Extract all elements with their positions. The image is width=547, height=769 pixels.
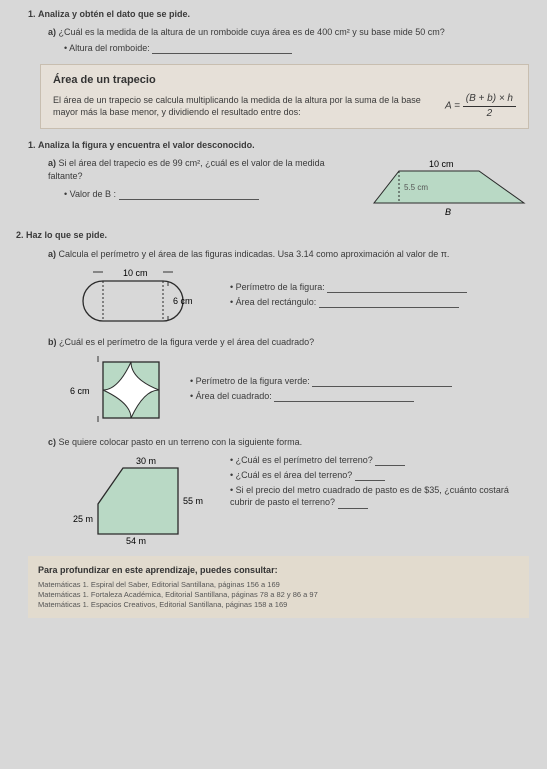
q3-a-row: 10 cm 6 cm Perímetro de la figura: Área … [68,266,529,326]
trap-top-label: 10 cm [429,159,454,169]
refs-title: Para profundizar en este aprendizaje, pu… [38,564,519,576]
trapezoid-shape [374,171,524,203]
q1-a-answer: Altura del romboide: [69,43,150,53]
q2-number: 1. [28,140,36,150]
q3-c-q2: ¿Cuál es el área del terreno? [236,470,353,480]
q3-b-blank2[interactable] [274,393,414,402]
q2-row: a) Si el área del trapecio es de 99 cm²,… [48,157,529,219]
q3-c: c) Se quiere colocar pasto en un terreno… [48,436,529,448]
info-box-trapecio: Área de un trapecio El área de un trapec… [40,64,529,129]
q1-a-blank[interactable] [152,45,292,54]
q3-c-q1: ¿Cuál es el perímetro del terreno? [236,455,373,465]
stadium-height-label: 6 cm [173,296,193,306]
pent-left-label: 25 m [73,514,93,524]
q3-b-label: b) [48,337,57,347]
stadium-shape [83,281,183,321]
q3-b-ans1: Perímetro de la figura verde: [196,376,310,386]
pent-right-label: 55 m [183,496,203,506]
info-formula: A = (B + b) × h 2 [445,92,516,120]
q3-a-ans1: Perímetro de la figura: [236,282,325,292]
formula-lhs: A = [445,101,460,112]
q2-a-label: a) [48,158,56,168]
trapezoid-figure: 10 cm 5.5 cm B [369,157,529,219]
question-2: 1. Analiza la figura y encuentra el valo… [28,139,529,151]
q3-b-ans2: Área del cuadrado: [196,391,272,401]
square-dim-label: 6 cm [70,386,90,396]
q3-title: Haz lo que se pide. [26,230,107,240]
q3-b: b) ¿Cuál es el perímetro de la figura ve… [48,336,529,348]
q1-number: 1. [28,9,36,19]
stadium-width-label: 10 cm [123,268,148,278]
refs-l2: Matemáticas 1. Fortaleza Académica, Edit… [38,590,519,600]
q3-a-ans2: Área del rectángulo: [236,297,317,307]
square-figure: 6 cm [68,354,178,426]
q2-title: Analiza la figura y encuentra el valor d… [38,140,255,150]
references-box: Para profundizar en este aprendizaje, pu… [28,556,529,619]
q3-number: 2. [16,230,24,240]
q3-b-blank1[interactable] [312,378,452,387]
q3-c-label: c) [48,437,56,447]
q3-c-row: 30 m 55 m 25 m 54 m ¿Cuál es el perímetr… [68,454,529,546]
q3-b-text: ¿Cuál es el perímetro de la figura verde… [59,337,314,347]
stadium-figure: 10 cm 6 cm [68,266,218,326]
q1-a-text: ¿Cuál es la medida de la altura de un ro… [59,27,445,37]
q3-c-blank3[interactable] [338,500,368,509]
q3-b-row: 6 cm Perímetro de la figura verde: Área … [68,354,529,426]
trap-height-label: 5.5 cm [404,183,428,192]
q1-a: a) ¿Cuál es la medida de la altura de un… [48,26,529,38]
q3-a-text: Calcula el perímetro y el área de las fi… [59,249,450,259]
q2-a-text: Si el área del trapecio es de 99 cm², ¿c… [48,158,325,180]
refs-l1: Matemáticas 1. Espiral del Saber, Editor… [38,580,519,590]
q2-a-blank[interactable] [119,191,259,200]
q3-c-blank1[interactable] [375,457,405,466]
info-title: Área de un trapecio [53,73,516,88]
pentagon-shape [98,468,178,534]
q3-c-blank2[interactable] [355,472,385,481]
q3-c-q3: Si el precio del metro cuadrado de pasto… [230,485,509,507]
q1-a-answer-line: Altura del romboide: [64,42,529,54]
q3-a-blank2[interactable] [319,299,459,308]
pent-top-label: 30 m [136,456,156,466]
trap-base-label: B [445,207,451,217]
question-3: 2. Haz lo que se pide. [16,229,529,241]
q3-a-label: a) [48,249,56,259]
q3-a-blank1[interactable] [327,284,467,293]
formula-num: (B + b) × h [463,92,516,107]
pentagon-figure: 30 m 55 m 25 m 54 m [68,454,218,546]
q3-a: a) Calcula el perímetro y el área de las… [48,248,529,260]
info-text: El área de un trapecio se calcula multip… [53,94,427,118]
q2-a-answer: Valor de B : [70,189,116,199]
formula-den: 2 [463,107,516,121]
pent-bottom-label: 54 m [126,536,146,546]
q1-title: Analiza y obtén el dato que se pide. [38,9,190,19]
refs-l3: Matemáticas 1. Espacios Creativos, Edito… [38,600,519,610]
q1-a-label: a) [48,27,56,37]
question-1: 1. Analiza y obtén el dato que se pide. [28,8,529,20]
q3-c-text: Se quiere colocar pasto en un terreno co… [59,437,303,447]
